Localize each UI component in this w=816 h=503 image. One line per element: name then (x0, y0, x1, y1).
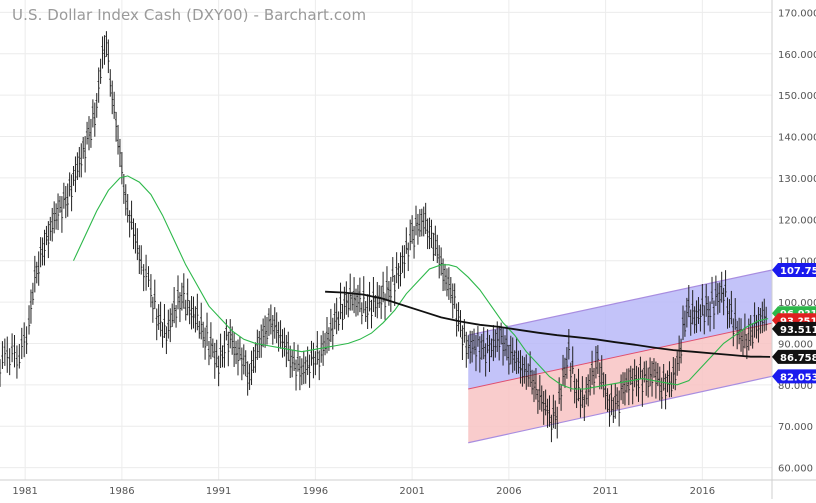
value-label: 93.511 (772, 321, 816, 336)
value-label: 107.754 (772, 262, 816, 277)
x-tick-label: 2011 (593, 486, 618, 497)
x-tick-label: 2006 (496, 486, 521, 497)
value-label: 86.758 (772, 349, 816, 364)
channel-upper-band (468, 269, 772, 389)
y-tick-label: 110.000 (778, 257, 816, 268)
chart-title: U.S. Dollar Index Cash (DXY00) - Barchar… (12, 6, 367, 24)
x-tick-label: 1991 (206, 486, 231, 497)
y-tick-label: 120.000 (778, 215, 816, 226)
value-label-text: 93.?51 (780, 316, 816, 327)
y-tick-label: 170.000 (778, 8, 816, 19)
y-tick-label: 130.000 (778, 174, 816, 185)
value-label-text: 107.754 (780, 266, 816, 277)
y-tick-label: 140.000 (778, 133, 816, 144)
y-tick-label: 80.000 (778, 381, 813, 392)
y-tick-label: 90.000 (778, 339, 813, 350)
moving-average-green-line (73, 175, 769, 390)
value-label-box (772, 349, 816, 364)
value-label-box (772, 262, 816, 277)
y-tick-label: 150.000 (778, 91, 816, 102)
value-label-text: 82.053 (780, 372, 816, 383)
y-tick-label: 70.000 (778, 422, 813, 433)
y-tick-label: 60.000 (778, 464, 813, 475)
x-tick-label: 2001 (399, 486, 424, 497)
value-label: 82.053 (772, 369, 816, 384)
value-label-box (772, 369, 816, 384)
series-layer (0, 31, 771, 443)
value-label-text: 93.511 (780, 325, 816, 336)
value-label-box (772, 321, 816, 336)
value-label-text: 86.758 (780, 353, 816, 364)
channel-lower-line (468, 375, 773, 444)
moving-average-black-line (325, 290, 771, 358)
y-tick-label: 160.000 (778, 50, 816, 61)
price-bars (0, 31, 768, 443)
y-tick-label: 100.000 (778, 298, 816, 309)
channel-middle-line (468, 322, 773, 390)
x-tick-label: 1996 (303, 486, 328, 497)
x-tick-label: 2016 (690, 486, 715, 497)
x-tick-label: 1981 (12, 486, 37, 497)
x-tick-label: 1986 (109, 486, 134, 497)
